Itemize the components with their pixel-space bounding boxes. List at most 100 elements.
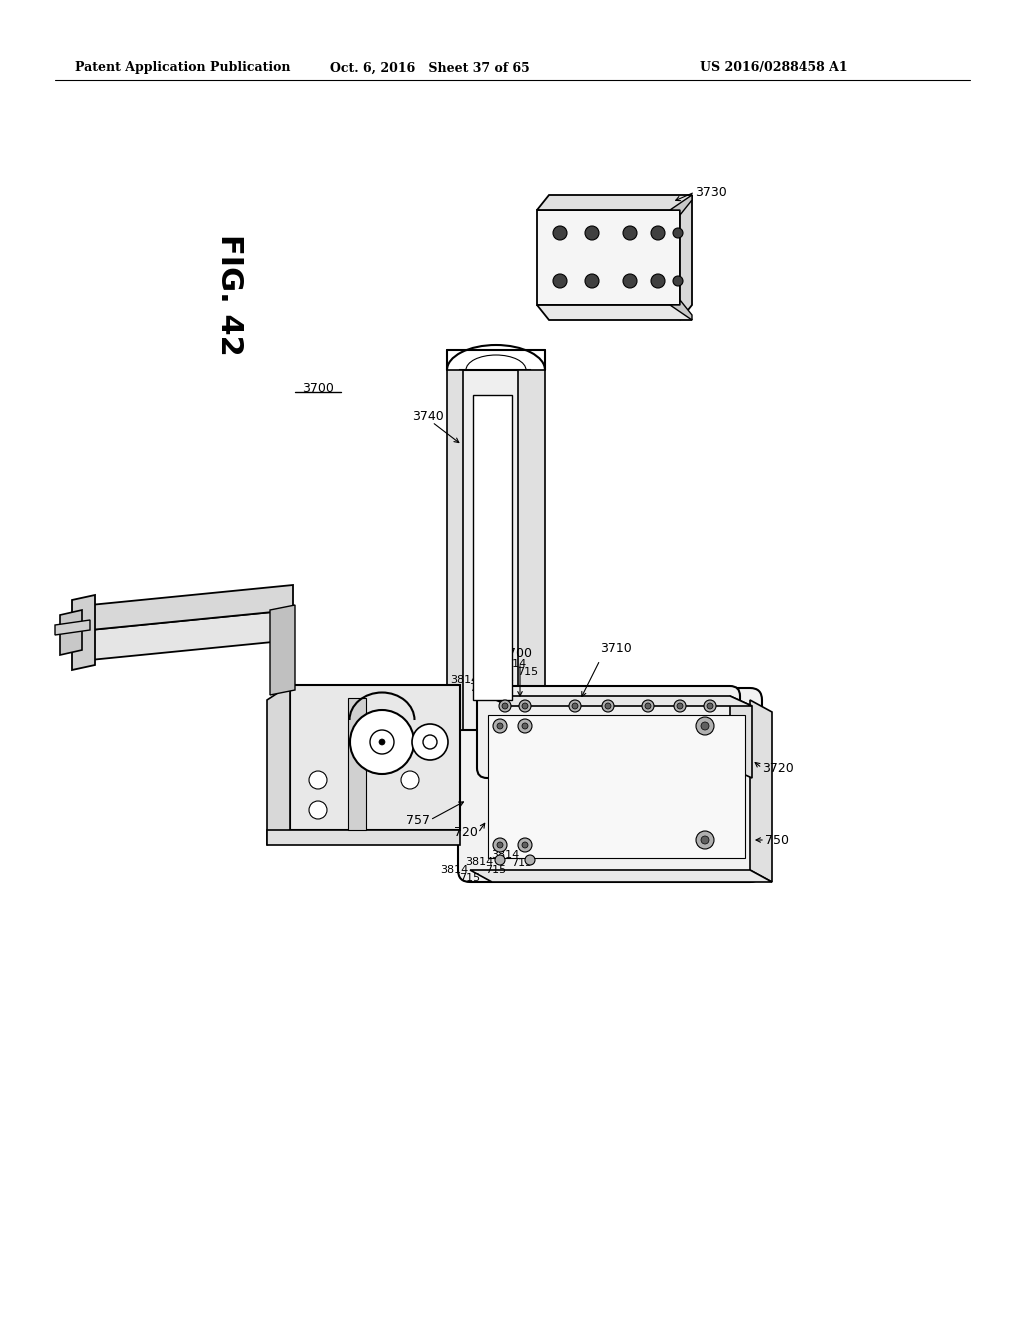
- Polygon shape: [488, 715, 745, 858]
- Text: 715: 715: [485, 865, 506, 875]
- Polygon shape: [90, 610, 293, 660]
- Text: 3740: 3740: [412, 409, 443, 422]
- Text: 715: 715: [469, 682, 490, 693]
- Circle shape: [495, 855, 505, 865]
- Circle shape: [519, 700, 531, 711]
- Circle shape: [522, 723, 528, 729]
- Circle shape: [701, 836, 709, 843]
- Text: 3700: 3700: [302, 381, 334, 395]
- Polygon shape: [487, 696, 730, 768]
- Polygon shape: [470, 870, 772, 882]
- Circle shape: [553, 226, 567, 240]
- Text: 715: 715: [459, 873, 480, 883]
- Circle shape: [707, 704, 713, 709]
- Circle shape: [497, 723, 503, 729]
- Circle shape: [645, 704, 651, 709]
- Polygon shape: [537, 195, 692, 210]
- Circle shape: [493, 719, 507, 733]
- Circle shape: [487, 696, 507, 715]
- Polygon shape: [270, 605, 295, 696]
- Circle shape: [701, 722, 709, 730]
- Circle shape: [518, 838, 532, 851]
- Text: 715: 715: [511, 858, 532, 869]
- Polygon shape: [60, 610, 82, 655]
- Text: 3720: 3720: [762, 762, 794, 775]
- Polygon shape: [680, 195, 692, 319]
- Text: Oct. 6, 2016   Sheet 37 of 65: Oct. 6, 2016 Sheet 37 of 65: [330, 62, 529, 74]
- Circle shape: [499, 700, 511, 711]
- Polygon shape: [267, 685, 290, 845]
- Text: FIG. 42: FIG. 42: [215, 234, 244, 356]
- Polygon shape: [90, 585, 293, 630]
- Circle shape: [522, 704, 528, 709]
- Circle shape: [605, 704, 611, 709]
- Polygon shape: [730, 696, 752, 777]
- Polygon shape: [290, 685, 460, 830]
- Text: 715: 715: [517, 667, 538, 677]
- Circle shape: [487, 748, 507, 768]
- Circle shape: [673, 276, 683, 286]
- Circle shape: [585, 275, 599, 288]
- Circle shape: [379, 739, 385, 744]
- Circle shape: [651, 226, 665, 240]
- Text: 757: 757: [406, 813, 430, 826]
- Circle shape: [710, 696, 730, 715]
- Circle shape: [497, 842, 503, 847]
- Text: 3814: 3814: [450, 675, 478, 685]
- Text: 3814: 3814: [474, 667, 502, 677]
- Circle shape: [370, 730, 394, 754]
- Circle shape: [696, 717, 714, 735]
- Circle shape: [585, 226, 599, 240]
- Circle shape: [525, 855, 535, 865]
- Polygon shape: [518, 370, 545, 730]
- Text: 3814: 3814: [490, 850, 519, 861]
- Polygon shape: [670, 300, 692, 319]
- Circle shape: [350, 710, 414, 774]
- Circle shape: [553, 275, 567, 288]
- Circle shape: [493, 838, 507, 851]
- Circle shape: [623, 226, 637, 240]
- Circle shape: [309, 771, 327, 789]
- Text: 3814: 3814: [465, 857, 493, 867]
- Circle shape: [673, 228, 683, 238]
- Text: 715: 715: [493, 675, 514, 685]
- Circle shape: [602, 700, 614, 711]
- Circle shape: [623, 275, 637, 288]
- Circle shape: [651, 275, 665, 288]
- Text: 3730: 3730: [695, 186, 727, 198]
- Polygon shape: [460, 370, 530, 730]
- Text: US 2016/0288458 A1: US 2016/0288458 A1: [700, 62, 848, 74]
- Circle shape: [522, 842, 528, 847]
- Text: 700: 700: [508, 647, 532, 660]
- Polygon shape: [55, 620, 90, 635]
- Text: 3814: 3814: [439, 865, 468, 875]
- Circle shape: [309, 801, 327, 818]
- Circle shape: [412, 723, 449, 760]
- Circle shape: [677, 704, 683, 709]
- Circle shape: [423, 735, 437, 748]
- Text: 750: 750: [765, 833, 790, 846]
- Polygon shape: [537, 305, 692, 319]
- Circle shape: [696, 832, 714, 849]
- Polygon shape: [447, 370, 463, 730]
- Polygon shape: [72, 595, 95, 671]
- Text: Patent Application Publication: Patent Application Publication: [75, 62, 291, 74]
- Polygon shape: [750, 700, 772, 882]
- Text: 3710: 3710: [600, 642, 632, 655]
- Circle shape: [705, 700, 716, 711]
- Polygon shape: [348, 698, 366, 830]
- Polygon shape: [670, 195, 692, 215]
- Circle shape: [401, 771, 419, 789]
- Circle shape: [572, 704, 578, 709]
- Polygon shape: [537, 210, 680, 305]
- Circle shape: [674, 700, 686, 711]
- Polygon shape: [473, 395, 512, 700]
- FancyBboxPatch shape: [477, 686, 740, 777]
- Circle shape: [518, 719, 532, 733]
- Circle shape: [569, 700, 581, 711]
- Text: 720: 720: [454, 826, 478, 840]
- Circle shape: [642, 700, 654, 711]
- Polygon shape: [267, 830, 460, 845]
- Circle shape: [502, 704, 508, 709]
- FancyBboxPatch shape: [458, 688, 762, 882]
